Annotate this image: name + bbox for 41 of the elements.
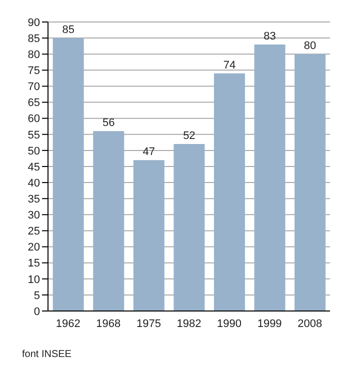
y-tick-label: 70: [28, 81, 40, 94]
data-label: 47: [142, 146, 156, 158]
x-tick-label: 1975: [136, 318, 161, 330]
y-tick-label: 75: [28, 65, 40, 78]
y-tick-label: 40: [28, 177, 40, 190]
x-tick-label: 1962: [56, 318, 80, 330]
x-tick-label: 1999: [257, 318, 282, 330]
bar: [133, 160, 164, 311]
y-tick-label: 85: [28, 32, 40, 45]
y-tick-label: 45: [28, 161, 40, 174]
y-tick-label: 5: [34, 290, 40, 302]
bar: [294, 54, 326, 311]
y-tick-label: 65: [28, 97, 40, 110]
data-label: 56: [102, 117, 115, 130]
y-tick-label: 90: [28, 16, 40, 29]
y-tick-label: 30: [28, 210, 40, 222]
x-tick-label: 1990: [217, 318, 242, 330]
y-tick-label: 20: [28, 242, 40, 254]
y-tick-label: 15: [28, 258, 40, 270]
x-tick-label: 2008: [298, 318, 322, 330]
y-tick-label: 55: [28, 129, 40, 142]
y-tick-label: 10: [28, 274, 40, 286]
bar: [174, 144, 205, 311]
y-tick-label: 80: [28, 49, 40, 62]
y-tick-label: 50: [28, 145, 40, 158]
text: font INSEE: [22, 349, 72, 360]
x-tick-label: 1968: [96, 318, 121, 330]
data-label: 80: [304, 40, 316, 52]
x-tick-label: 1982: [176, 318, 202, 330]
y-tick-label: 35: [28, 194, 40, 206]
data-label: 85: [62, 24, 74, 36]
bar: [214, 73, 245, 311]
bar: [254, 44, 286, 311]
bar: [52, 38, 84, 311]
y-tick-label: 60: [28, 113, 40, 126]
bar: [93, 131, 124, 311]
data-label: 83: [264, 30, 276, 42]
y-tick-label: 0: [34, 306, 40, 318]
data-label: 52: [183, 130, 196, 142]
y-tick-label: 25: [28, 226, 40, 238]
data-label: 74: [223, 59, 236, 72]
